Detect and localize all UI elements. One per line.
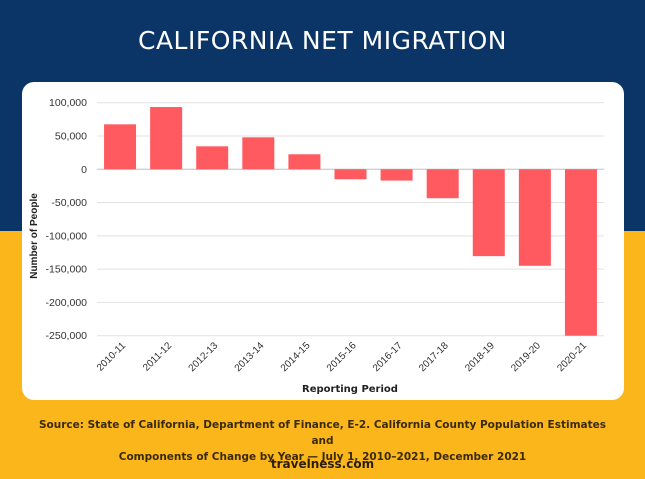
bar-2018-19[interactable] [472, 169, 505, 257]
chart-title: CALIFORNIA NET MIGRATION [138, 26, 507, 55]
y-tick-label: 100,000 [49, 97, 87, 109]
bar-2014-15[interactable] [288, 154, 321, 170]
x-tick-label: 2018-19 [463, 340, 497, 374]
x-tick-label: 2014-15 [279, 340, 313, 374]
bar-2015-16[interactable] [334, 169, 367, 180]
x-tick-label: 2015-16 [325, 340, 359, 374]
bar-2017-18[interactable] [426, 169, 459, 199]
x-tick-label: 2010-11 [95, 340, 129, 374]
x-tick-label: 2020-21 [555, 340, 589, 374]
bar-2011-12[interactable] [150, 107, 183, 170]
bar-2013-14[interactable] [242, 137, 275, 170]
y-tick-label: -250,000 [46, 330, 88, 342]
y-axis-label: Number of People [29, 193, 40, 279]
y-tick-label: 50,000 [55, 130, 87, 142]
x-tick-label: 2013-14 [233, 340, 267, 374]
y-tick-label: -100,000 [46, 230, 88, 242]
x-tick-label: 2019-20 [509, 340, 543, 374]
brand-link[interactable]: travelness.com [270, 457, 375, 471]
x-axis-label: Reporting Period [302, 384, 398, 395]
x-tick-label: 2016-17 [371, 340, 405, 374]
bar-2010-11[interactable] [104, 124, 137, 170]
x-tick-label: 2012-13 [187, 340, 221, 374]
y-tick-label: -150,000 [46, 264, 88, 276]
bar-2020-21[interactable] [564, 169, 597, 336]
bar-2012-13[interactable] [196, 146, 229, 170]
bar-2016-17[interactable] [380, 169, 413, 181]
x-tick-label: 2017-18 [417, 340, 451, 374]
y-tick-label: -50,000 [51, 197, 87, 209]
source-line-1: Source: State of California, Department … [38, 419, 606, 447]
y-tick-label: 0 [81, 164, 87, 176]
bar-2019-20[interactable] [518, 169, 551, 266]
x-tick-label: 2011-12 [141, 340, 175, 374]
source-line-2: Components of Change by Year — July 1, 2… [118, 451, 527, 463]
source-note: Source: State of California, Department … [30, 417, 615, 465]
y-tick-label: -200,000 [46, 297, 88, 309]
